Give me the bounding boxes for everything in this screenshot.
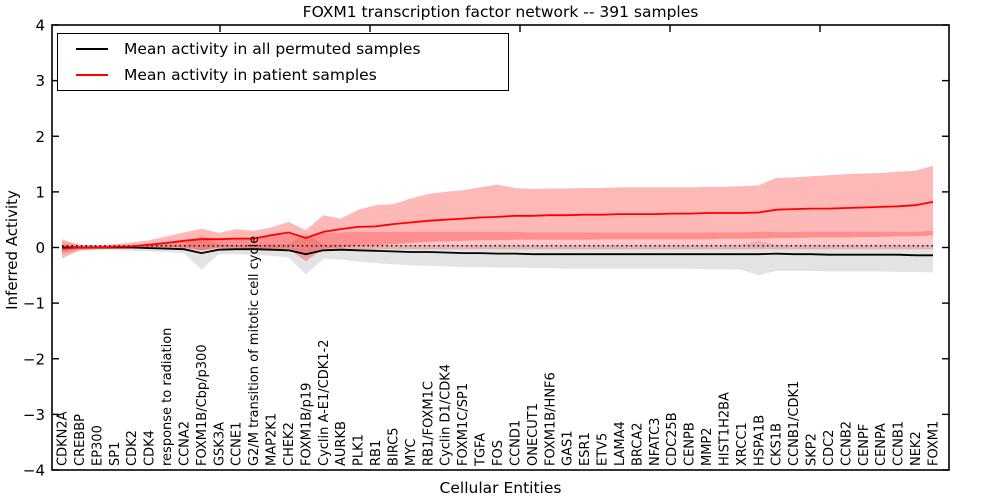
x-tick-label: MMP2 [700, 427, 715, 466]
x-tick-label: PLK1 [352, 434, 367, 466]
legend-item-permuted: Mean activity in all permuted samples [58, 36, 508, 62]
x-tick-label: NEK2 [909, 431, 924, 466]
y-tick-label: −2 [23, 350, 45, 368]
y-tick-label: 1 [35, 183, 45, 201]
x-tick-label: CCND1 [508, 420, 523, 466]
x-tick-label: CCNB1 [892, 421, 907, 466]
chart-title: FOXM1 transcription factor network -- 39… [302, 3, 699, 21]
x-tick-label: EP300 [90, 425, 105, 466]
legend-item-label: Mean activity in patient samples [124, 66, 377, 84]
x-tick-label: CCNA2 [177, 421, 192, 466]
x-tick-label: G2/M transition of mitotic cell cycle [247, 236, 262, 466]
x-tick-label: CDC2 [822, 430, 837, 466]
x-tick-label: CCNB1/CDK1 [787, 381, 802, 466]
y-tick-label: 2 [35, 128, 45, 146]
x-axis-label: Cellular Entities [439, 479, 562, 497]
x-tick-label: BIRC5 [386, 428, 401, 467]
x-tick-label: CDK2 [125, 430, 140, 466]
x-tick-label: Cyclin A-E1/CDK1-2 [317, 339, 332, 466]
x-tick-label: GAS1 [561, 431, 576, 467]
x-tick-label: RB1 [369, 440, 384, 466]
x-tick-label: Cyclin D1/CDK4 [439, 364, 454, 466]
x-tick-label: CENPB [683, 422, 698, 466]
x-tick-label: FOXM1 [927, 421, 942, 466]
x-tick-label: FOXM1B/HNF6 [543, 372, 558, 466]
x-tick-label: HSPA1B [752, 415, 767, 466]
x-tick-label: BRCA2 [630, 422, 645, 466]
y-tick-label: −1 [23, 295, 45, 313]
x-tick-label: CREBBP [73, 414, 88, 466]
x-tick-label: LAMA4 [613, 421, 628, 466]
legend-line-patient-icon [76, 74, 108, 76]
y-tick-label: 4 [35, 17, 45, 35]
legend-item-patient: Mean activity in patient samples [58, 62, 508, 88]
x-tick-label: SP1 [108, 442, 123, 466]
x-tick-label: ESR1 [578, 432, 593, 466]
x-tick-label: FOS [491, 440, 506, 466]
x-tick-label: TGFA [474, 433, 489, 467]
x-tick-label: CHEK2 [282, 422, 297, 466]
x-tick-label: CDK4 [143, 430, 158, 466]
x-tick-label: XRCC1 [735, 422, 750, 466]
x-tick-label: CENPA [874, 423, 889, 466]
x-tick-label: CDC25B [665, 412, 680, 466]
patient-mean-line [61, 201, 934, 250]
y-tick-label: 0 [35, 239, 45, 257]
x-tick-label: FOXM1B/Cbp/p300 [195, 344, 210, 466]
x-tick-label: CCNB2 [839, 421, 854, 466]
x-tick-label: FOXM1C/SP1 [456, 383, 471, 466]
x-tick-label: CDKN2A [56, 411, 71, 466]
y-tick-label: −4 [23, 462, 45, 480]
permuted-mean-line [62, 246, 933, 257]
x-tick-label: SKP2 [805, 433, 820, 466]
x-tick-label: FOXM1B/p19 [299, 383, 314, 466]
x-tick-label: NFATC3 [648, 418, 663, 466]
x-tick-label: MAP2K1 [265, 413, 280, 466]
x-tick-label: HIST1H2BA [717, 392, 732, 466]
x-tick-label: response to radiation [160, 328, 175, 466]
legend-item-label: Mean activity in all permuted samples [124, 40, 421, 58]
x-tick-label: AURKB [334, 421, 349, 466]
x-tick-label: ETV5 [596, 433, 611, 466]
x-tick-label: MYC [404, 438, 419, 466]
patient-band [62, 165, 933, 262]
x-tick-label: GSK3A [212, 422, 227, 466]
x-tick-label: CCNE1 [230, 422, 245, 466]
y-tick-label: 3 [35, 72, 45, 90]
legend-line-permuted-icon [76, 48, 108, 50]
x-tick-label: ONECUT1 [526, 403, 541, 466]
x-tick-label: RB1/FOXM1C [421, 381, 436, 466]
x-tick-label: CENPF [857, 424, 872, 466]
x-tick-label: CKS1B [770, 423, 785, 466]
legend: Mean activity in all permuted samples Me… [57, 33, 509, 91]
y-tick-label: −3 [23, 406, 45, 424]
